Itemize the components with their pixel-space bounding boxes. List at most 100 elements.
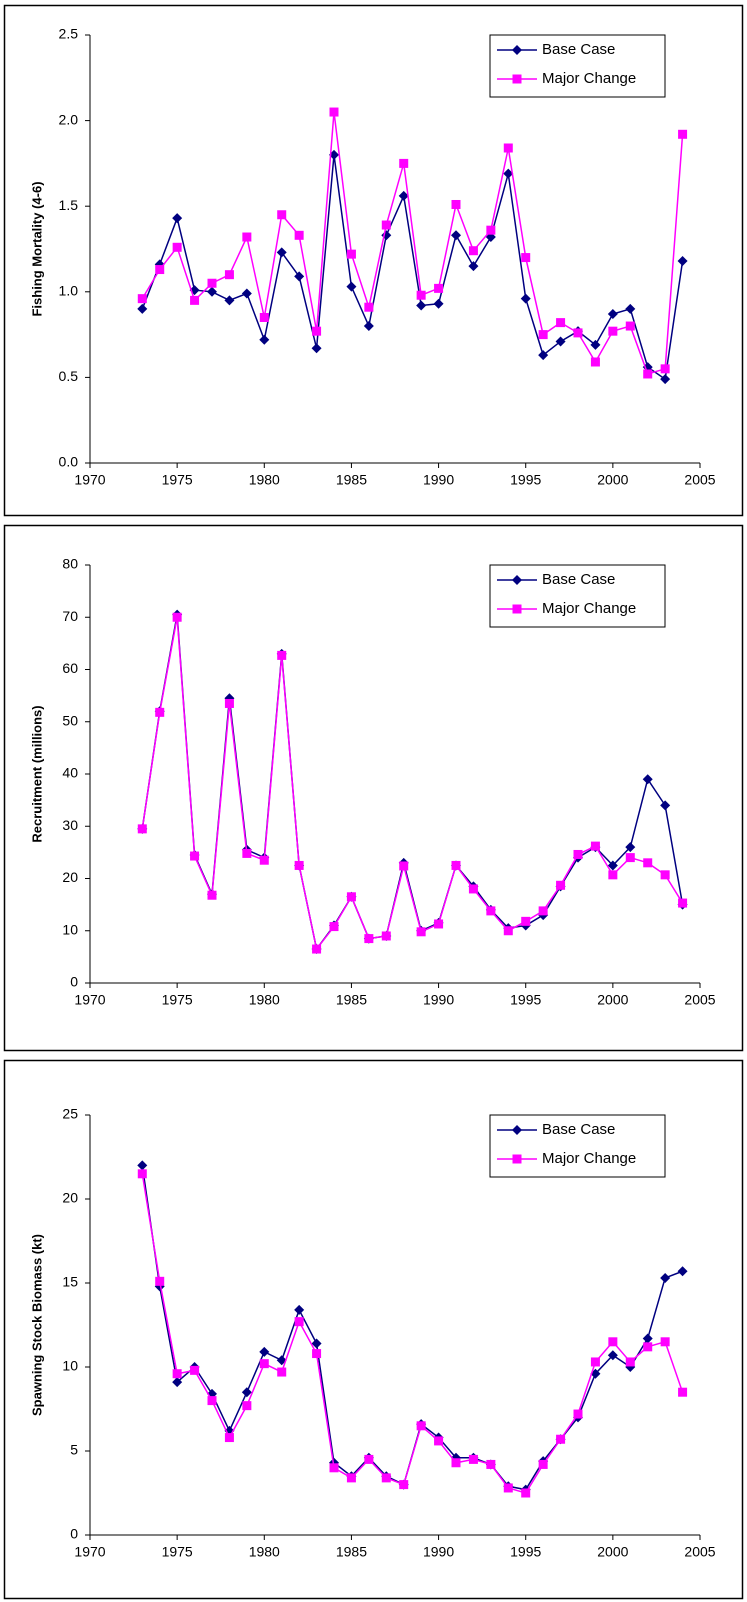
marker xyxy=(399,861,409,871)
marker xyxy=(416,1421,426,1431)
marker xyxy=(155,707,165,717)
legend-label: Major Change xyxy=(542,70,636,87)
marker xyxy=(399,158,409,168)
chart: 0 10 20 30 40 50 60 70 80 1970 1975 1980 1985 1990 199… xyxy=(3,524,744,1052)
marker xyxy=(364,1454,374,1464)
marker xyxy=(294,230,304,240)
marker xyxy=(242,232,252,242)
chart: 0 5 10 15 20 25 1970 1975 1980 1985 1990 1995 2000 20… xyxy=(3,1059,744,1600)
marker xyxy=(538,350,549,361)
marker xyxy=(512,575,522,585)
marker xyxy=(538,330,548,340)
y-tick-label: 20 xyxy=(62,1190,78,1206)
marker xyxy=(172,612,182,622)
marker xyxy=(433,298,444,309)
marker xyxy=(434,283,444,293)
marker xyxy=(521,253,531,263)
y-tick-label: 60 xyxy=(62,660,78,676)
marker xyxy=(503,143,513,153)
marker xyxy=(451,199,461,209)
legend-label: Base Case xyxy=(542,1121,615,1138)
marker xyxy=(643,858,653,868)
marker xyxy=(556,880,566,890)
panel-border xyxy=(3,1059,744,1600)
y-tick-label: 5 xyxy=(70,1442,78,1458)
marker xyxy=(521,916,531,926)
marker xyxy=(398,190,409,201)
marker xyxy=(329,1463,339,1473)
marker xyxy=(207,286,217,297)
x-tick-label: 1985 xyxy=(336,1544,367,1560)
marker xyxy=(381,1473,391,1483)
marker xyxy=(590,841,600,851)
marker xyxy=(677,1266,688,1277)
y-axis-label: Spawning Stock Biomass (kt) xyxy=(29,1234,44,1416)
x-tick-label: 1970 xyxy=(74,992,105,1008)
marker xyxy=(311,1338,322,1349)
marker xyxy=(503,926,513,936)
marker xyxy=(434,1436,444,1446)
marker xyxy=(512,1154,522,1164)
marker xyxy=(276,247,287,258)
marker xyxy=(678,129,688,139)
x-tick-label: 1990 xyxy=(423,1544,454,1560)
y-tick-label: 2.5 xyxy=(59,26,79,42)
marker xyxy=(224,698,234,708)
marker xyxy=(190,295,200,305)
marker xyxy=(512,74,522,84)
x-tick-label: 1975 xyxy=(162,992,193,1008)
marker xyxy=(468,246,478,256)
x-tick-label: 1995 xyxy=(510,992,541,1008)
series-line xyxy=(141,1165,683,1491)
marker xyxy=(172,213,183,224)
x-tick-label: 2000 xyxy=(597,1544,628,1560)
marker xyxy=(538,906,548,916)
marker xyxy=(556,1434,566,1444)
marker xyxy=(363,321,374,332)
marker xyxy=(277,1367,287,1377)
y-axis-label: Fishing Mortality (4-6) xyxy=(29,181,44,316)
y-tick-label: 2.0 xyxy=(59,111,79,127)
marker xyxy=(294,1317,304,1327)
marker xyxy=(590,1357,600,1367)
marker xyxy=(625,853,635,863)
marker xyxy=(608,326,618,336)
x-tick-label: 1970 xyxy=(74,1544,105,1560)
legend-label: Major Change xyxy=(542,1150,636,1167)
marker xyxy=(678,1387,688,1397)
marker xyxy=(590,357,600,367)
y-tick-label: 80 xyxy=(62,556,78,572)
chart: 0.0 0.5 1.0 1.5 2.0 2.5 1970 1975 1980 1985 1990 19… xyxy=(3,4,744,517)
marker xyxy=(486,225,496,235)
x-tick-label: 1990 xyxy=(423,992,454,1008)
x-tick-label: 1980 xyxy=(249,472,280,488)
marker xyxy=(346,892,356,902)
marker xyxy=(224,1433,234,1443)
legend-box xyxy=(489,1114,666,1178)
marker xyxy=(259,312,269,322)
marker xyxy=(137,303,148,314)
marker xyxy=(503,168,514,179)
marker xyxy=(625,303,636,314)
y-tick-label: 1.0 xyxy=(59,283,79,299)
marker xyxy=(416,300,427,311)
marker xyxy=(242,1401,252,1411)
marker xyxy=(625,1357,635,1367)
marker xyxy=(608,1337,618,1347)
y-tick-label: 10 xyxy=(62,921,78,937)
marker xyxy=(608,870,618,880)
marker xyxy=(207,278,217,288)
marker xyxy=(643,1342,653,1352)
marker xyxy=(660,870,670,880)
marker xyxy=(224,295,235,306)
marker xyxy=(625,321,635,331)
legend-box xyxy=(489,34,666,98)
y-tick-label: 50 xyxy=(62,712,78,728)
marker xyxy=(538,1459,548,1469)
marker xyxy=(224,270,234,280)
marker xyxy=(643,369,653,379)
marker xyxy=(399,1480,409,1490)
marker xyxy=(451,1458,461,1468)
marker xyxy=(294,860,304,870)
marker xyxy=(556,318,566,328)
